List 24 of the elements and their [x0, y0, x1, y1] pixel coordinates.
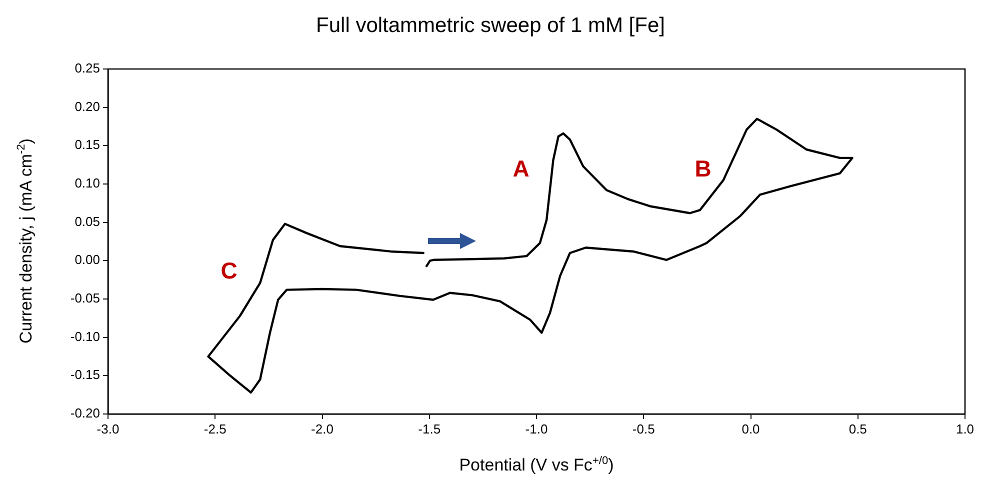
- x-tick-label: 1.0: [956, 421, 974, 436]
- x-axis-title: Potential (V vs Fc$^{+/0}$): [458, 455, 615, 476]
- y-tick-label: 0.00: [74, 252, 100, 268]
- annotation: A: [512, 155, 530, 182]
- x-tick-label: -3.0: [96, 421, 120, 436]
- y-tick-label: 0.15: [74, 137, 100, 152]
- y-tick-label: -0.05: [70, 290, 100, 306]
- x-tick-label: -1.0: [525, 421, 548, 436]
- y-tick-label: -0.20: [70, 406, 100, 421]
- x-tick-label: 0.5: [848, 421, 867, 436]
- annotation: C: [220, 257, 238, 284]
- y-tick-label: 0.20: [74, 98, 100, 114]
- x-tick-label: -2.5: [204, 421, 226, 436]
- x-tick-label: -2.0: [311, 421, 334, 436]
- x-tick-label: 0.0: [742, 421, 760, 436]
- y-tick-label: -0.15: [70, 367, 100, 382]
- y-tick-label: 0.10: [74, 176, 100, 191]
- y-tick-label: 0.05: [74, 214, 100, 229]
- y-tick-label: 0.25: [74, 60, 100, 76]
- x-tick-label: -0.5: [632, 421, 655, 436]
- x-tick-label: -1.5: [418, 421, 441, 436]
- chart-title: Full voltammetric sweep of 1 mM [Fe]: [315, 14, 666, 38]
- annotation: B: [694, 155, 712, 182]
- y-tick-label: -0.10: [70, 328, 100, 344]
